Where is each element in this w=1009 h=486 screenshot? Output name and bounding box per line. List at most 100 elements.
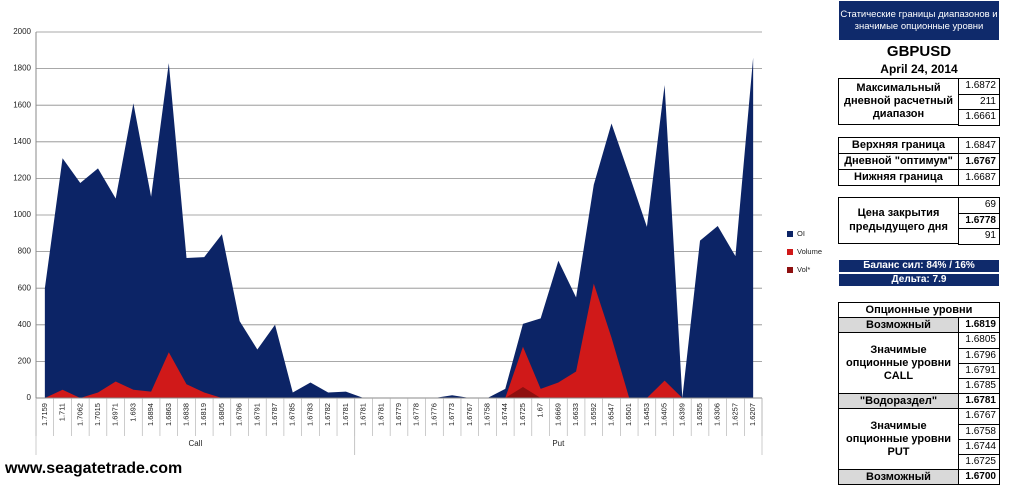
legend-swatch xyxy=(787,231,793,237)
x-tick-label: 1.6778 xyxy=(412,403,421,426)
x-tick-label: 1.6785 xyxy=(288,403,297,426)
x-tick-label: 1.6863 xyxy=(164,403,173,426)
call-label: Значимые опционные уровни CALL xyxy=(838,332,959,395)
x-tick-label: 1.6633 xyxy=(571,403,580,426)
x-tick-label: 1.6781 xyxy=(376,403,385,426)
y-tick-label: 2000 xyxy=(13,27,31,36)
call-value: 1.6796 xyxy=(958,347,1000,364)
close-value: 69 xyxy=(958,197,1000,214)
x-tick-label: 1.6787 xyxy=(270,403,279,426)
legend-swatch xyxy=(787,249,793,255)
legend-label: OI xyxy=(797,229,805,238)
close-value: 1.6778 xyxy=(958,212,1000,230)
y-tick-label: 1200 xyxy=(13,174,31,183)
put-value: 1.6767 xyxy=(958,408,1000,425)
x-tick-label: 1.6791 xyxy=(252,403,261,426)
bound-value: 1.6847 xyxy=(958,137,1000,154)
x-tick-label: 1.6306 xyxy=(713,403,722,426)
x-tick-label: 1.6781 xyxy=(359,403,368,426)
range-value: 1.6661 xyxy=(958,109,1000,126)
x-tick-label: 1.693 xyxy=(128,403,137,422)
watermark: www.seagatetrade.com xyxy=(5,460,183,477)
legend-label: Volume xyxy=(797,247,822,256)
x-tick-label: 1.6776 xyxy=(429,403,438,426)
x-tick-label: 1.6725 xyxy=(518,403,527,426)
x-tick-label: 1.7062 xyxy=(75,403,84,426)
y-tick-label: 400 xyxy=(18,320,32,329)
legend-swatch xyxy=(787,267,793,273)
x-tick-label: 1.6405 xyxy=(660,403,669,426)
x-tick-label: 1.6779 xyxy=(394,403,403,426)
x-tick-label: 1.6669 xyxy=(553,403,562,426)
bound-value: 1.6767 xyxy=(958,153,1000,170)
bound-label: Нижняя граница xyxy=(838,169,959,186)
y-tick-label: 0 xyxy=(27,393,32,402)
upper-level-value: 1.6819 xyxy=(958,317,1000,334)
put-value: 1.6744 xyxy=(958,438,1000,455)
group-label: Put xyxy=(552,439,565,448)
x-tick-label: 1.6207 xyxy=(748,403,757,426)
y-tick-label: 1600 xyxy=(13,100,31,109)
legend-label: Vol* xyxy=(797,265,810,274)
y-tick-label: 1000 xyxy=(13,210,31,219)
x-tick-label: 1.6501 xyxy=(624,403,633,426)
group-label: Call xyxy=(188,439,202,448)
bound-label: Верхняя граница xyxy=(838,137,959,154)
x-tick-label: 1.6782 xyxy=(323,403,332,426)
y-tick-label: 200 xyxy=(18,357,32,366)
bound-label: Дневной "оптимум" xyxy=(838,153,959,170)
range-value: 1.6872 xyxy=(958,78,1000,95)
call-value: 1.6785 xyxy=(958,378,1000,395)
x-tick-label: 1.67 xyxy=(536,403,545,418)
x-tick-label: 1.7159 xyxy=(40,403,49,426)
y-tick-label: 1400 xyxy=(13,137,31,146)
x-tick-label: 1.6773 xyxy=(447,403,456,426)
date: April 24, 2014 xyxy=(880,62,958,77)
x-tick-label: 1.6453 xyxy=(642,403,651,426)
range-label: Максимальный дневной расчетный диапазон xyxy=(838,78,959,125)
x-tick-label: 1.6781 xyxy=(341,403,350,426)
put-label: Значимые опционные уровни PUT xyxy=(838,408,959,471)
symbol: GBPUSD xyxy=(886,42,952,60)
x-tick-label: 1.6796 xyxy=(235,403,244,426)
delta: Дельта: 7.9 xyxy=(838,273,1000,287)
call-value: 1.6791 xyxy=(958,362,1000,379)
balance: Баланс сил: 84% / 16% xyxy=(838,259,1000,273)
x-tick-label: 1.6894 xyxy=(146,403,155,426)
divide-level-label: "Водораздел" xyxy=(838,393,959,410)
x-tick-label: 1.6744 xyxy=(500,403,509,426)
y-tick-label: 1800 xyxy=(13,64,31,73)
panel-header: Статические границы диапазонов и значимы… xyxy=(838,0,1000,41)
y-tick-label: 800 xyxy=(18,247,32,256)
put-value: 1.6758 xyxy=(958,423,1000,440)
x-tick-label: 1.6805 xyxy=(217,403,226,426)
call-value: 1.6805 xyxy=(958,332,1000,349)
area xyxy=(44,57,754,399)
y-tick-label: 600 xyxy=(18,283,32,292)
x-tick-label: 1.6971 xyxy=(111,403,120,426)
range-value: 211 xyxy=(958,93,1000,111)
x-tick-label: 1.6257 xyxy=(730,403,739,426)
x-tick-label: 1.6767 xyxy=(465,403,474,426)
put-value: 1.6725 xyxy=(958,454,1000,471)
x-tick-label: 1.6783 xyxy=(305,403,314,426)
x-tick-label: 1.6592 xyxy=(589,403,598,426)
x-tick-label: 1.711 xyxy=(58,403,67,421)
x-tick-label: 1.6758 xyxy=(483,403,492,426)
close-label: Цена закрытия предыдущего дня xyxy=(838,197,959,244)
bound-value: 1.6687 xyxy=(958,169,1000,186)
upper-level-label: Возможный xyxy=(838,317,959,334)
x-tick-label: 1.6547 xyxy=(606,403,615,426)
chart: 0 200 400 600 800 1000 1200 1400 1600 1800 2000 1.7… xyxy=(13,27,822,455)
divide-level-value: 1.6781 xyxy=(958,393,1000,410)
x-tick-label: 1.6819 xyxy=(199,403,208,426)
lower-level-value: 1.6700 xyxy=(958,469,1000,486)
area xyxy=(44,283,754,398)
x-tick-label: 1.6399 xyxy=(677,403,686,426)
x-tick-label: 1.6355 xyxy=(695,403,704,426)
x-tick-label: 1.7015 xyxy=(93,403,102,426)
lower-level-label: Возможный xyxy=(838,469,959,486)
x-tick-label: 1.6838 xyxy=(181,403,190,426)
close-value: 91 xyxy=(958,228,1000,245)
